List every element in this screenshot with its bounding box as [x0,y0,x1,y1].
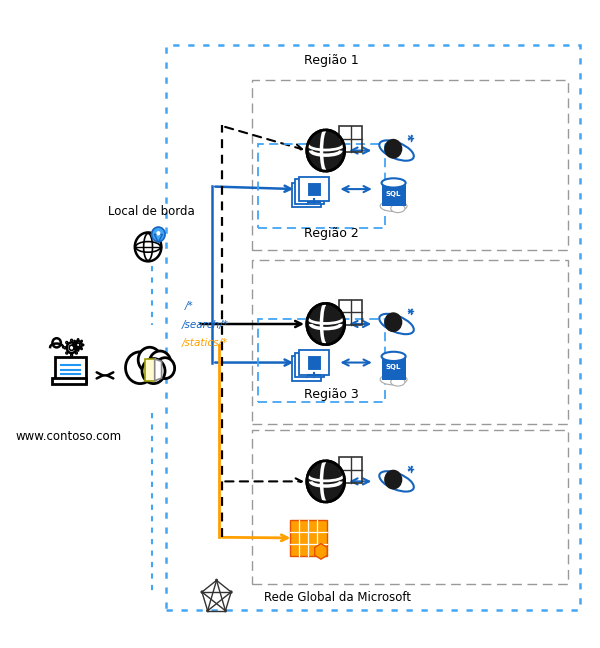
FancyBboxPatch shape [292,183,321,207]
FancyBboxPatch shape [292,356,321,380]
Circle shape [135,233,161,261]
Circle shape [230,590,233,594]
Text: /search/*: /search/* [182,319,229,330]
Circle shape [73,344,74,346]
Circle shape [206,609,209,612]
FancyBboxPatch shape [145,359,155,380]
Circle shape [77,339,79,340]
FancyBboxPatch shape [295,353,325,377]
FancyBboxPatch shape [307,355,320,370]
Polygon shape [315,544,327,559]
Circle shape [76,341,77,343]
Circle shape [306,203,308,205]
Circle shape [155,358,175,378]
FancyBboxPatch shape [290,520,326,555]
Circle shape [74,340,75,342]
Circle shape [215,579,218,582]
Circle shape [307,130,344,171]
FancyBboxPatch shape [307,182,320,196]
Ellipse shape [391,378,405,386]
Ellipse shape [382,178,406,187]
FancyBboxPatch shape [382,356,406,380]
Circle shape [384,139,403,159]
Text: www.contoso.com: www.contoso.com [16,430,122,443]
FancyBboxPatch shape [52,378,86,384]
Circle shape [66,341,68,343]
Polygon shape [154,235,163,242]
Circle shape [200,590,203,594]
FancyBboxPatch shape [382,183,406,206]
Circle shape [64,347,66,349]
Circle shape [307,304,344,344]
Circle shape [82,344,84,346]
Text: SQL: SQL [386,364,401,370]
Ellipse shape [380,374,407,385]
Text: SQL: SQL [386,191,401,197]
Ellipse shape [380,201,407,211]
Circle shape [307,461,344,502]
Circle shape [157,231,160,235]
Circle shape [71,354,73,356]
Circle shape [149,351,171,375]
Ellipse shape [391,204,405,213]
Polygon shape [155,359,161,380]
Circle shape [77,350,79,351]
Circle shape [81,348,82,349]
Circle shape [224,609,227,612]
Circle shape [125,352,155,384]
Text: Rede Global da Microsoft: Rede Global da Microsoft [264,590,411,603]
Circle shape [320,376,322,378]
Circle shape [313,376,314,378]
Circle shape [306,376,308,378]
FancyBboxPatch shape [55,358,86,382]
Circle shape [77,347,79,349]
Circle shape [52,338,61,347]
Circle shape [307,461,344,502]
Text: Local de borda: Local de borda [108,205,195,218]
Circle shape [76,352,77,354]
FancyBboxPatch shape [299,351,329,375]
Text: Região 1: Região 1 [304,54,359,67]
Circle shape [384,470,403,489]
Circle shape [74,348,75,349]
Text: /*: /* [185,301,194,311]
Circle shape [384,312,403,332]
Text: Região 2: Região 2 [304,227,359,240]
Circle shape [66,352,68,354]
Circle shape [81,340,82,342]
FancyBboxPatch shape [295,179,325,204]
FancyBboxPatch shape [299,177,329,202]
Circle shape [142,358,165,384]
Circle shape [313,203,314,205]
Circle shape [138,347,161,373]
Circle shape [152,227,165,242]
Circle shape [307,130,344,170]
Circle shape [71,340,73,341]
Text: Região 3: Região 3 [304,388,359,401]
Circle shape [307,303,344,345]
Ellipse shape [382,352,406,361]
Text: /statics/*: /statics/* [182,338,228,348]
Circle shape [320,203,322,205]
